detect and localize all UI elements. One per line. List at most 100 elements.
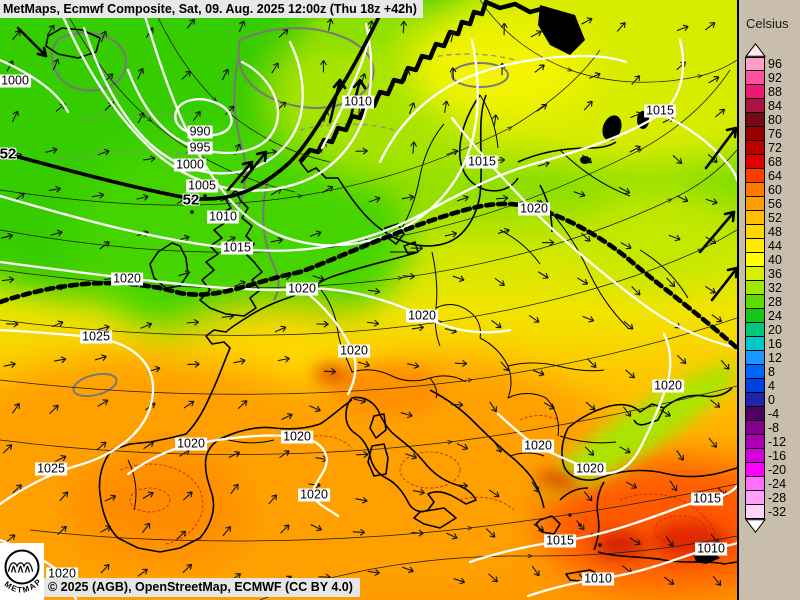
scale-swatch bbox=[745, 393, 765, 407]
scale-swatch bbox=[745, 225, 765, 239]
scale-value: 88 bbox=[768, 85, 782, 99]
scale-value: 80 bbox=[768, 113, 782, 127]
scale-value: 40 bbox=[768, 253, 782, 267]
scale-swatch bbox=[745, 379, 765, 393]
scale-value: -8 bbox=[768, 421, 780, 435]
scale-swatch bbox=[745, 85, 765, 99]
scale-entry: 12 bbox=[745, 351, 800, 365]
scale-value: 84 bbox=[768, 99, 782, 113]
scale-swatch bbox=[745, 295, 765, 309]
scale-swatch bbox=[745, 169, 765, 183]
scale-swatch bbox=[745, 99, 765, 113]
scale-value: 60 bbox=[768, 183, 782, 197]
scale-entry: 20 bbox=[745, 323, 800, 337]
copyright-text: © 2025 (AGB), OpenStreetMap, ECMWF (CC B… bbox=[48, 580, 353, 594]
scale-entry: 48 bbox=[745, 225, 800, 239]
scale-swatch bbox=[745, 505, 765, 519]
scale-entry: 8 bbox=[745, 365, 800, 379]
scale-entry: -4 bbox=[745, 407, 800, 421]
scale-value: 72 bbox=[768, 141, 782, 155]
scale-value: -12 bbox=[768, 435, 787, 449]
scale-entry: -20 bbox=[745, 463, 800, 477]
scale-swatch bbox=[745, 435, 765, 449]
scale-value: -4 bbox=[768, 407, 780, 421]
scale-value: 16 bbox=[768, 337, 782, 351]
scale-entry: 52 bbox=[745, 211, 800, 225]
metmaps-logo-icon: METMAPS bbox=[0, 536, 42, 595]
scale-value: 44 bbox=[768, 239, 782, 253]
temperature-scale: 96 92 88 84 80 76 72 68 64 60 56 52 48 44 40 36 32 28 24 20… bbox=[745, 43, 800, 533]
scale-entry: -32 bbox=[745, 505, 800, 519]
scale-swatch bbox=[745, 421, 765, 435]
scale-value: 12 bbox=[768, 351, 782, 365]
scale-swatch bbox=[745, 491, 765, 505]
scale-swatch bbox=[745, 407, 765, 421]
scale-entry: 76 bbox=[745, 127, 800, 141]
scale-value: -24 bbox=[768, 477, 787, 491]
scale-swatch bbox=[745, 351, 765, 365]
map-canvas bbox=[0, 0, 737, 600]
scale-value: 76 bbox=[768, 127, 782, 141]
scale-value: 68 bbox=[768, 155, 782, 169]
scale-value: -28 bbox=[768, 491, 787, 505]
scale-swatch bbox=[745, 477, 765, 491]
scale-swatch bbox=[745, 239, 765, 253]
copyright-bar: © 2025 (AGB), OpenStreetMap, ECMWF (CC B… bbox=[41, 578, 360, 597]
scale-value: 92 bbox=[768, 71, 782, 85]
scale-value: 8 bbox=[768, 365, 775, 379]
scale-entry: 36 bbox=[745, 267, 800, 281]
scale-entry: 4 bbox=[745, 379, 800, 393]
scale-swatch bbox=[745, 365, 765, 379]
scale-entry: 80 bbox=[745, 113, 800, 127]
weather-map: 1000 990 995 1000 1005 1010 1015 1010 1015 1015 10… bbox=[0, 0, 737, 600]
scale-panel: Celsius 96 92 88 84 80 76 72 68 64 60 56 52 48 44 40 36… bbox=[737, 0, 800, 600]
scale-arrow-up bbox=[745, 43, 767, 57]
scale-entry: 28 bbox=[745, 295, 800, 309]
scale-value: 36 bbox=[768, 267, 782, 281]
scale-entry: -16 bbox=[745, 449, 800, 463]
scale-entry: 40 bbox=[745, 253, 800, 267]
scale-entry: -28 bbox=[745, 491, 800, 505]
scale-value: 4 bbox=[768, 379, 775, 393]
scale-swatch bbox=[745, 337, 765, 351]
scale-swatch bbox=[745, 113, 765, 127]
scale-value: 20 bbox=[768, 323, 782, 337]
scale-value: -16 bbox=[768, 449, 787, 463]
scale-value: 56 bbox=[768, 197, 782, 211]
metmaps-logo: METMAPS bbox=[0, 536, 44, 600]
scale-value: -20 bbox=[768, 463, 787, 477]
scale-title: Celsius bbox=[746, 16, 789, 31]
scale-entry: 0 bbox=[745, 393, 800, 407]
scale-entry: 68 bbox=[745, 155, 800, 169]
scale-entry: 96 bbox=[745, 57, 800, 71]
scale-value: 52 bbox=[768, 211, 782, 225]
scale-value: 28 bbox=[768, 295, 782, 309]
scale-arrow-down bbox=[745, 519, 767, 533]
scale-swatch bbox=[745, 183, 765, 197]
scale-entry: 32 bbox=[745, 281, 800, 295]
scale-entry: 92 bbox=[745, 71, 800, 85]
scale-entry: -24 bbox=[745, 477, 800, 491]
scale-swatch bbox=[745, 211, 765, 225]
scale-swatch bbox=[745, 323, 765, 337]
fronts-layer bbox=[0, 0, 737, 351]
title-bar: MetMaps, Ecmwf Composite, Sat, 09. Aug. … bbox=[0, 0, 423, 18]
scale-swatch bbox=[745, 267, 765, 281]
scale-swatch bbox=[745, 309, 765, 323]
scale-value: 24 bbox=[768, 309, 782, 323]
scale-swatch bbox=[745, 281, 765, 295]
scale-swatch bbox=[745, 57, 765, 71]
scale-entry: 44 bbox=[745, 239, 800, 253]
scale-value: 64 bbox=[768, 169, 782, 183]
scale-swatch bbox=[745, 463, 765, 477]
scale-entry: -8 bbox=[745, 421, 800, 435]
scale-swatch bbox=[745, 155, 765, 169]
scale-entry: 56 bbox=[745, 197, 800, 211]
scale-entry: 72 bbox=[745, 141, 800, 155]
scale-swatch bbox=[745, 141, 765, 155]
scale-swatch bbox=[745, 253, 765, 267]
scale-swatch bbox=[745, 127, 765, 141]
scale-swatch bbox=[745, 197, 765, 211]
scale-entry: 88 bbox=[745, 85, 800, 99]
